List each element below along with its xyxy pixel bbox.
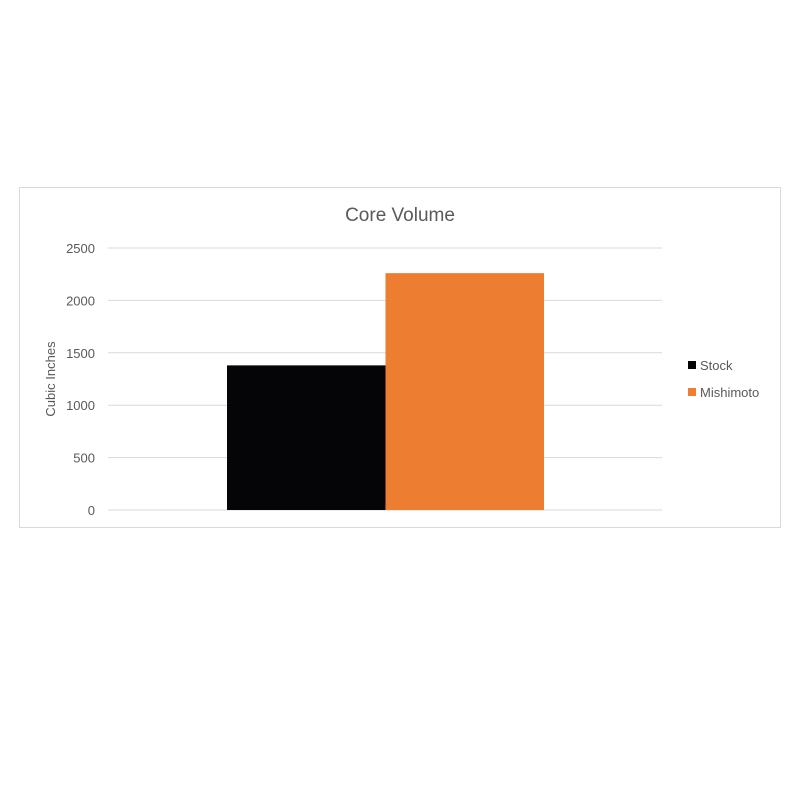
y-tick-label: 0 xyxy=(88,503,95,518)
y-tick-label: 2500 xyxy=(66,241,95,256)
legend-label: Stock xyxy=(700,358,733,373)
legend-swatch xyxy=(688,388,696,396)
y-tick-label: 1500 xyxy=(66,346,95,361)
y-tick-label: 500 xyxy=(73,451,95,466)
y-axis-label: Cubic Inches xyxy=(43,341,58,417)
y-tick-label: 2000 xyxy=(66,293,95,308)
y-tick-label: 1000 xyxy=(66,398,95,413)
bar-mishimoto xyxy=(385,273,544,510)
chart-frame xyxy=(19,187,781,528)
legend-swatch xyxy=(688,361,696,369)
chart-title: Core Volume xyxy=(345,205,455,226)
bar-stock xyxy=(227,365,386,510)
legend-label: Mishimoto xyxy=(700,385,759,400)
